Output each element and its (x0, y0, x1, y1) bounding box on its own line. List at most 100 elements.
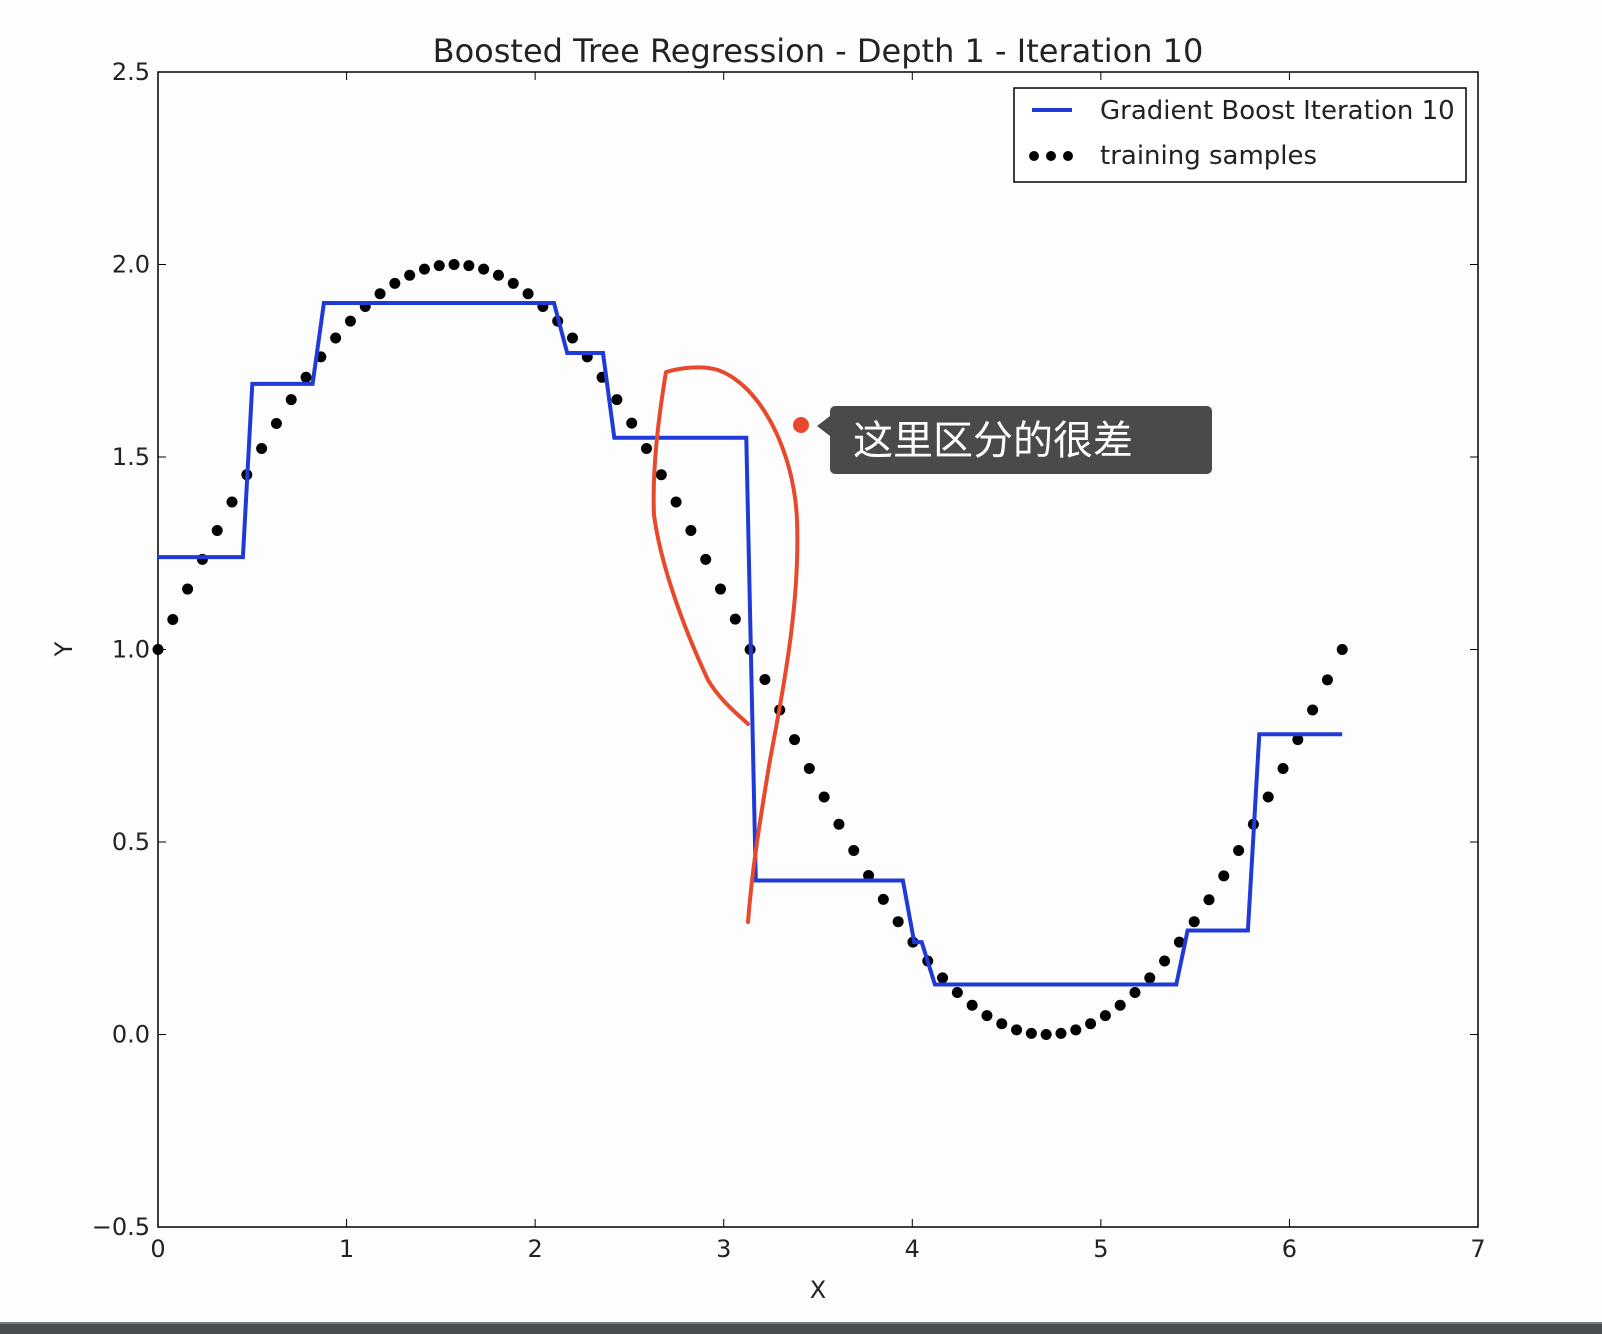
training-sample-point (285, 394, 297, 406)
y-tick-label: 1.0 (112, 636, 150, 664)
training-sample-point (270, 418, 282, 430)
training-sample-point (1203, 894, 1215, 906)
training-sample-point (818, 791, 830, 803)
training-sample-point (344, 315, 356, 327)
training-sample-point (1040, 1029, 1052, 1040)
training-sample-point (729, 613, 741, 625)
training-sample-point (1188, 916, 1200, 928)
training-sample-point (981, 1010, 993, 1022)
training-sample-point (1011, 1024, 1023, 1036)
training-sample-point (1173, 936, 1185, 948)
plot-area (157, 71, 1479, 1228)
axis-ticks: 0 1 2 3 4 5 6 7 −0.5 0.0 0.5 1.0 1.5 2.0 2.5 (92, 58, 1486, 1263)
y-tick-label: 0.5 (112, 828, 150, 856)
training-sample-point (330, 332, 342, 344)
legend: Gradient Boost Iteration 10 training sam… (1013, 87, 1467, 183)
legend-label-line: Gradient Boost Iteration 10 (1100, 96, 1455, 126)
training-sample-point (448, 259, 460, 270)
y-axis-label: Y (50, 641, 78, 657)
training-sample-point (1307, 704, 1319, 716)
training-sample-point (877, 893, 889, 905)
x-tick-label: 7 (1470, 1235, 1485, 1263)
training-sample-point (1292, 734, 1304, 746)
training-sample-point (226, 496, 238, 508)
training-sample-point (1114, 999, 1126, 1011)
training-sample-point (167, 613, 179, 625)
y-tick-label: 1.5 (112, 443, 150, 471)
x-tick-label: 5 (1093, 1235, 1108, 1263)
training-sample-point (1085, 1018, 1097, 1030)
training-sample-point (182, 583, 194, 595)
training-sample-point (507, 277, 519, 289)
gradient-boost-series (158, 301, 1343, 987)
training-sample-point (492, 269, 504, 281)
x-tick-label: 4 (905, 1235, 920, 1263)
training-sample-point (1159, 955, 1171, 967)
training-sample-point (1321, 674, 1333, 686)
callout-box (830, 406, 1212, 474)
callout-text: 这里区分的很差 (853, 418, 1133, 464)
training-sample-point (1144, 972, 1156, 984)
training-sample-point (833, 818, 845, 830)
y-tick-label: 2.5 (112, 58, 150, 86)
training-sample-point (478, 263, 490, 275)
chart-title: Boosted Tree Regression - Depth 1 - Iter… (433, 32, 1204, 70)
training-sample-point (803, 762, 815, 774)
bottom-window-strip (0, 1322, 1602, 1334)
training-sample-point (433, 260, 445, 272)
y-tick-label: 2.0 (112, 251, 150, 279)
training-sample-point (892, 916, 904, 928)
x-tick-label: 1 (339, 1235, 354, 1263)
annotation-loop (651, 365, 800, 924)
training-sample-point (566, 332, 578, 344)
training-sample-point (700, 553, 712, 565)
x-tick-label: 6 (1282, 1235, 1297, 1263)
x-tick-label: 0 (150, 1235, 165, 1263)
training-sample-point (966, 999, 978, 1011)
training-sample-point (522, 288, 534, 300)
training-sample-point (211, 525, 223, 537)
training-sample-point (759, 674, 771, 686)
legend-box (1013, 87, 1467, 183)
training-sample-point (1025, 1027, 1037, 1039)
training-sample-point (463, 260, 475, 272)
y-tick-label: −0.5 (92, 1213, 150, 1241)
x-tick-label: 2 (528, 1235, 543, 1263)
training-sample-point (655, 469, 667, 481)
training-sample-point (670, 496, 682, 508)
training-sample-point (1070, 1024, 1082, 1036)
training-sample-point (152, 644, 164, 655)
training-sample-point (685, 525, 697, 537)
y-tick-label: 0.0 (112, 1021, 150, 1049)
training-sample-point (256, 443, 268, 455)
training-sample-point (626, 417, 638, 429)
training-sample-point (300, 371, 312, 383)
training-sample-point (1055, 1027, 1067, 1039)
training-sample-point (1336, 644, 1348, 655)
x-axis-label: X (810, 1276, 826, 1304)
training-sample-point (374, 288, 386, 300)
training-sample-point (996, 1018, 1008, 1030)
training-sample-point (1262, 791, 1274, 803)
training-sample-point (418, 263, 430, 275)
training-sample-point (611, 394, 623, 406)
legend-dot-swatch (1029, 151, 1039, 161)
training-sample-point (1233, 844, 1245, 856)
x-tick-label: 3 (716, 1235, 731, 1263)
legend-label-scatter: training samples (1100, 141, 1317, 171)
training-sample-point (951, 987, 963, 999)
training-sample-point (1129, 987, 1141, 999)
training-sample-point (863, 869, 875, 881)
legend-dot-swatch (1063, 151, 1073, 161)
legend-dot-swatch (1046, 151, 1056, 161)
annotation-callout[interactable]: 这里区分的很差 (817, 406, 1212, 474)
training-sample-point (389, 277, 401, 289)
annotation-marker[interactable] (793, 417, 809, 433)
training-sample-point (404, 269, 416, 281)
training-sample-point (1277, 762, 1289, 774)
training-sample-point (1099, 1010, 1111, 1022)
gradient-boost-line (158, 301, 1343, 987)
training-sample-point (848, 844, 860, 856)
training-sample-point (937, 972, 949, 984)
